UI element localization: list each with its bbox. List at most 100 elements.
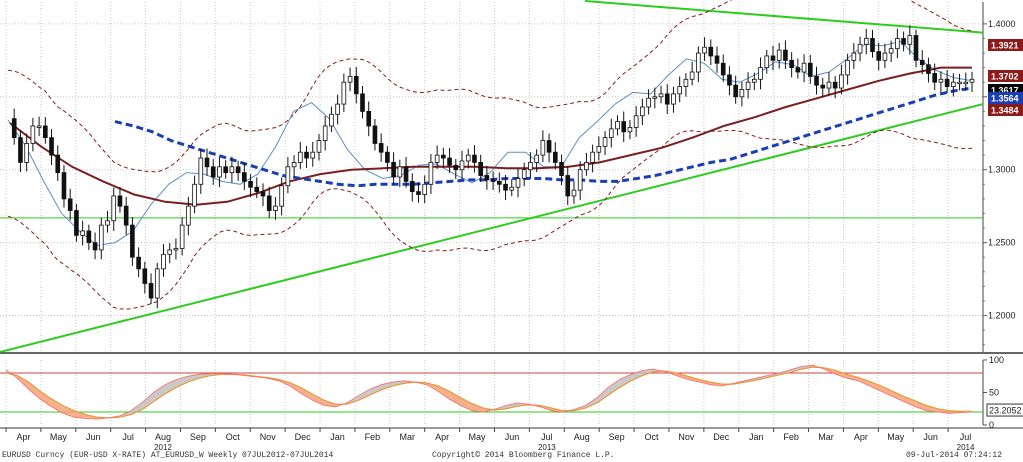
candle <box>459 160 465 171</box>
candle <box>360 93 365 112</box>
osc-fill <box>131 402 143 415</box>
candle <box>714 55 720 64</box>
candle <box>820 84 826 89</box>
x-tick-label: Jan <box>330 432 345 442</box>
candle <box>229 166 235 174</box>
candle <box>161 253 166 270</box>
osc-fill <box>846 374 859 381</box>
candle <box>671 93 676 105</box>
x-tick-label: Jun <box>923 432 938 442</box>
candle <box>123 205 129 226</box>
candle <box>111 195 117 222</box>
candle <box>615 121 620 130</box>
candle <box>329 113 334 127</box>
candle <box>702 46 707 54</box>
footer-bar: EURUSD Curncy (EUR-USD X-RATE) AT_EURUSD… <box>0 450 1023 462</box>
candle <box>571 189 577 197</box>
candle <box>92 242 98 251</box>
candle <box>86 230 92 244</box>
candle <box>913 35 919 61</box>
osc-fill <box>62 405 75 418</box>
candle <box>179 224 185 249</box>
candle <box>584 162 589 171</box>
candle <box>61 172 67 200</box>
candle <box>248 180 253 188</box>
candle <box>217 166 222 178</box>
price-tag-label: 1.3702 <box>991 72 1019 82</box>
osc-fill <box>881 386 893 397</box>
candle <box>304 151 309 159</box>
osc-fill <box>892 391 904 402</box>
candle <box>24 143 29 163</box>
candle <box>260 191 266 197</box>
candle <box>335 103 340 115</box>
candle <box>577 169 583 191</box>
candle <box>540 140 546 156</box>
candle <box>944 78 950 87</box>
x-tick-label: May <box>469 432 487 442</box>
osc-fill <box>631 370 643 381</box>
candle <box>55 154 61 174</box>
candle <box>851 52 857 61</box>
osc-fill <box>778 369 791 375</box>
candle <box>789 59 794 69</box>
candle <box>826 81 832 89</box>
x-tick-label: Nov <box>260 432 277 442</box>
candle <box>963 81 969 85</box>
candle <box>378 143 384 153</box>
candle <box>43 125 48 139</box>
candle <box>627 127 633 133</box>
x-tick-label: May <box>50 432 68 442</box>
candle <box>752 78 757 83</box>
candle <box>888 48 894 54</box>
x-tick-label: Aug <box>574 432 590 442</box>
candle <box>534 154 539 163</box>
candle <box>372 125 378 144</box>
candle <box>832 81 838 89</box>
osc-fill <box>585 397 597 409</box>
osc-fill <box>369 384 382 396</box>
candle <box>285 166 291 187</box>
osc-fill <box>381 382 393 390</box>
candle <box>434 154 440 163</box>
osc-fill <box>676 373 688 380</box>
candle <box>422 183 428 195</box>
osc-fill <box>301 387 313 401</box>
candle <box>130 224 135 258</box>
price-tag-bg <box>988 39 1023 51</box>
x-tick-label: Oct <box>645 432 660 442</box>
candle <box>142 268 148 284</box>
candle <box>98 224 104 251</box>
osc-fill <box>74 410 86 419</box>
osc-fill <box>699 379 711 385</box>
candle <box>727 74 732 86</box>
candle <box>907 35 913 45</box>
candle <box>932 73 937 83</box>
upper-band <box>7 0 973 173</box>
osc-fill <box>596 387 609 403</box>
osc-fill <box>312 394 325 406</box>
osc-fill <box>28 382 41 399</box>
footer-copyright: Copyright© 2014 Bloomberg Finance L.P. <box>432 451 615 460</box>
candle <box>807 62 813 77</box>
candle <box>353 75 359 95</box>
candle <box>863 38 869 45</box>
candle <box>148 283 154 299</box>
candle <box>708 46 714 57</box>
candle <box>521 169 527 179</box>
long-ma-line <box>114 86 973 188</box>
x-tick-label: Apr <box>854 432 868 442</box>
candle <box>596 145 602 153</box>
candle <box>633 115 639 128</box>
osc-fill <box>858 377 870 386</box>
candle <box>683 78 689 87</box>
candle <box>322 125 328 141</box>
candle <box>11 118 17 139</box>
candle <box>154 268 160 299</box>
candle <box>783 49 788 61</box>
osc-y-tick-label: 100 <box>989 355 1004 365</box>
y-tick-label: 1.3000 <box>988 165 1016 175</box>
osc-fill <box>51 399 63 414</box>
candle <box>901 38 906 45</box>
candle <box>497 180 502 185</box>
